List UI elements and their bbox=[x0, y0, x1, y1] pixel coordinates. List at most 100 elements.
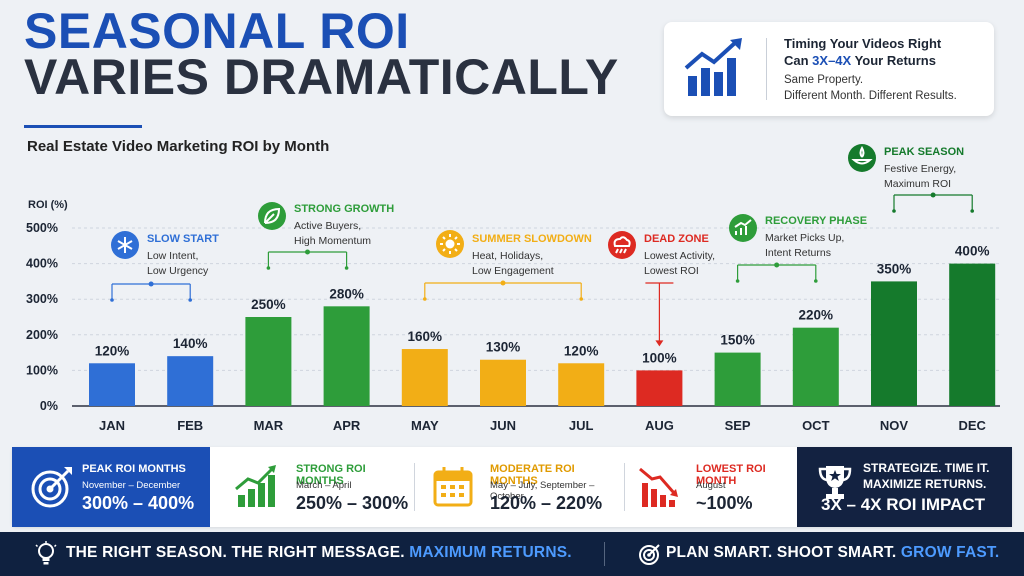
annotation-node bbox=[774, 262, 780, 268]
annotation-text: High Momentum bbox=[294, 235, 371, 247]
y-tick-label: 400% bbox=[26, 257, 58, 271]
annotation-text: Festive Energy, bbox=[884, 163, 956, 175]
growth-chart-icon bbox=[684, 38, 742, 96]
title-line-1: SEASONAL ROI bbox=[24, 3, 410, 59]
value-label: 350% bbox=[877, 261, 912, 276]
x-tick-label: DEC bbox=[958, 418, 986, 433]
legend-strong: STRONG ROI MONTHS March – April 250% – 3… bbox=[224, 447, 414, 527]
annotation-title: RECOVERY PHASE bbox=[765, 215, 867, 227]
legend-peak: PEAK ROI MONTHS November – December 300%… bbox=[12, 447, 210, 527]
info-card-highlight: 3X–4X bbox=[812, 53, 852, 68]
annotation-text: Low Engagement bbox=[472, 265, 554, 277]
annotation-node bbox=[970, 209, 974, 213]
footer-right-prefix: PLAN SMART. SHOOT SMART. bbox=[666, 544, 901, 561]
calendar-icon bbox=[433, 467, 473, 507]
annotation-title: DEAD ZONE bbox=[644, 233, 709, 245]
footer-right-highlight: GROW FAST. bbox=[900, 544, 1000, 561]
annotation-node bbox=[188, 298, 192, 302]
footer-target-icon bbox=[639, 544, 660, 565]
legend-moderate: MODERATE ROI MONTHS May – July, Septembe… bbox=[422, 447, 622, 527]
annotation-text: Maximum ROI bbox=[884, 178, 951, 190]
bar-sep bbox=[714, 352, 761, 406]
annotation-arrow bbox=[655, 340, 664, 347]
annotation-title: SLOW START bbox=[147, 233, 219, 245]
bar-apr bbox=[323, 306, 370, 406]
value-label: 140% bbox=[173, 336, 208, 351]
value-label: 100% bbox=[642, 350, 677, 365]
target-icon bbox=[31, 467, 72, 508]
legend-lowest: LOWEST ROI MONTH August ~100% bbox=[630, 447, 796, 527]
annotation-text: Intent Returns bbox=[765, 247, 831, 259]
legend-lowest-label: LOWEST ROI MONTH bbox=[696, 463, 766, 487]
legend-moderate-value: 120% – 220% bbox=[490, 493, 603, 513]
trophy-icon bbox=[818, 466, 852, 499]
leaf-icon bbox=[258, 202, 286, 230]
value-label: 160% bbox=[408, 329, 443, 344]
legend-final-value: 3X – 4X ROI IMPACT bbox=[821, 495, 986, 514]
bar-feb bbox=[167, 356, 214, 406]
footer-left-prefix: THE RIGHT SEASON. THE RIGHT MESSAGE. bbox=[66, 544, 410, 561]
value-label: 120% bbox=[564, 343, 599, 358]
annotation-node bbox=[305, 249, 310, 255]
y-tick-label: 500% bbox=[26, 221, 58, 235]
annotation-node bbox=[930, 192, 936, 198]
y-tick-label: 200% bbox=[26, 328, 58, 342]
legend-bar: PEAK ROI MONTHS November – December 300%… bbox=[12, 447, 1012, 527]
page-title: SEASONAL ROI VARIES DRAMATICALLY bbox=[24, 3, 619, 105]
snowflake-icon bbox=[111, 231, 139, 259]
legend-peak-label: PEAK ROI MONTHS bbox=[82, 463, 186, 475]
lightbulb-icon bbox=[35, 541, 57, 565]
footer-divider bbox=[604, 542, 605, 566]
annotation-node bbox=[148, 281, 154, 287]
value-label: 220% bbox=[799, 308, 834, 323]
title-line-2: VARIES DRAMATICALLY bbox=[24, 49, 619, 105]
x-tick-label: MAR bbox=[254, 418, 284, 433]
annotation-text: Market Picks Up, bbox=[765, 232, 844, 244]
x-tick-label: FEB bbox=[177, 418, 203, 433]
legend-divider bbox=[624, 463, 625, 511]
legend-strong-value: 250% – 300% bbox=[296, 493, 409, 513]
bar-dec bbox=[949, 263, 996, 406]
x-tick-label: NOV bbox=[880, 418, 909, 433]
footer: THE RIGHT SEASON. THE RIGHT MESSAGE. MAX… bbox=[0, 532, 1024, 576]
bar-jan bbox=[89, 363, 135, 406]
legend-strong-label: STRONG ROI MONTHS bbox=[296, 463, 366, 487]
annotation-text: Lowest ROI bbox=[644, 265, 699, 277]
y-tick-label: 300% bbox=[26, 292, 58, 306]
value-label: 150% bbox=[720, 333, 755, 348]
legend-moderate-range: May – July, September – October bbox=[490, 480, 595, 502]
x-tick-label: OCT bbox=[802, 418, 830, 433]
lamp-icon bbox=[848, 144, 876, 172]
annotation-node bbox=[735, 279, 740, 283]
value-label: 130% bbox=[486, 340, 521, 355]
footer-right-text: PLAN SMART. SHOOT SMART. GROW FAST. bbox=[666, 544, 999, 562]
x-tick-label: MAY bbox=[411, 418, 439, 433]
annotation-text: Heat, Holidays, bbox=[472, 250, 543, 262]
annotation-node bbox=[814, 279, 818, 283]
bar-aug bbox=[636, 370, 683, 406]
annotation-node bbox=[579, 297, 583, 301]
annotation-text: Lowest Activity, bbox=[644, 250, 715, 262]
x-tick-label: AUG bbox=[645, 418, 674, 433]
legend-final-line-1: STRATEGIZE. TIME IT. bbox=[863, 461, 990, 475]
rain-cloud-icon bbox=[608, 231, 636, 259]
legend-strong-range: March – April bbox=[296, 480, 352, 491]
annotation-node bbox=[500, 280, 506, 286]
y-axis-label: ROI (%) bbox=[28, 199, 68, 211]
bar-nov bbox=[871, 281, 917, 406]
annotation-node bbox=[423, 297, 427, 301]
bar-may bbox=[401, 349, 448, 406]
x-tick-label: JUL bbox=[569, 418, 594, 433]
annotation-node bbox=[110, 298, 114, 302]
info-card-line-4: Different Month. Different Results. bbox=[784, 90, 957, 102]
info-card-line-2: Can 3X–4X Your Returns bbox=[784, 53, 936, 68]
annotation-text: Low Intent, bbox=[147, 250, 198, 262]
bar-decline-icon bbox=[639, 467, 678, 507]
bar-jul bbox=[558, 363, 605, 406]
footer-left-highlight: MAXIMUM RETURNS. bbox=[409, 544, 572, 561]
info-card-line-2-prefix: Can bbox=[784, 53, 813, 68]
value-label: 400% bbox=[955, 244, 990, 259]
x-tick-label: SEP bbox=[725, 418, 751, 433]
info-card-line-2-suffix: Your Returns bbox=[851, 53, 936, 68]
